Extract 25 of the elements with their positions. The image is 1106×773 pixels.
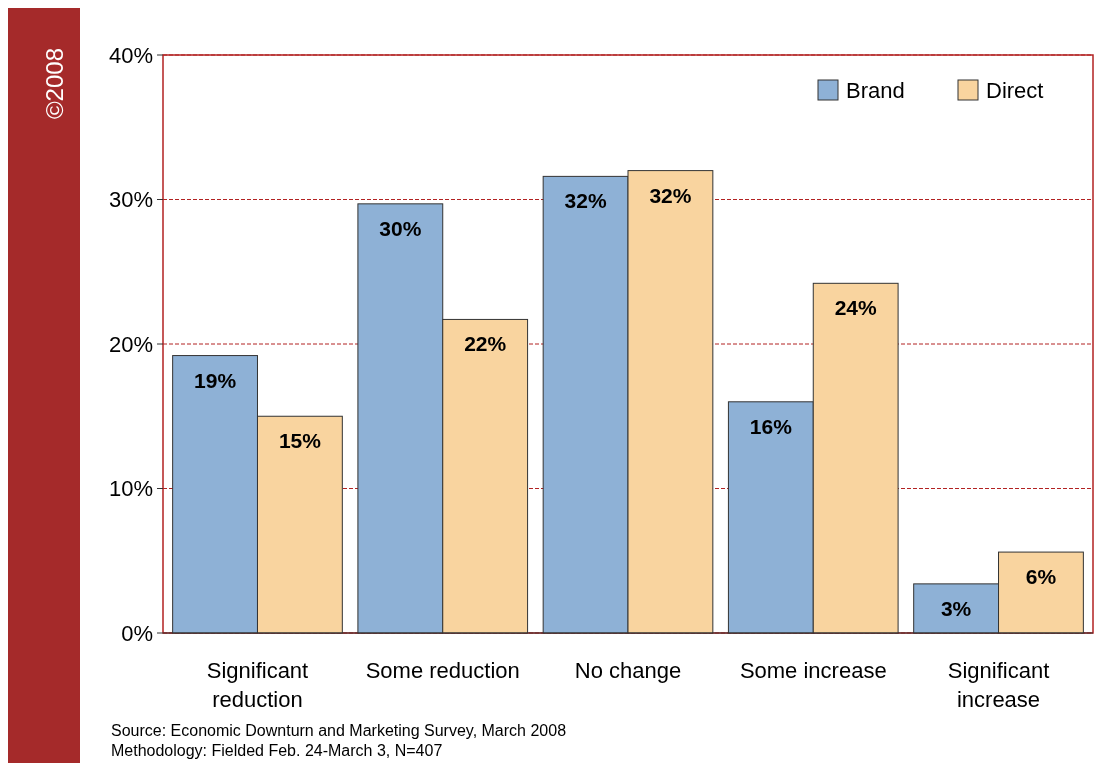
x-tick-label: No change bbox=[574, 658, 682, 683]
y-tick-label: 0% bbox=[121, 620, 153, 646]
source-note: Source: Economic Downturn and Marketing Survey, March 2008 bbox=[111, 722, 567, 739]
data-label: 24% bbox=[834, 296, 878, 320]
data-label: 6% bbox=[1025, 565, 1057, 589]
x-tick-label: Significant increase bbox=[947, 658, 1050, 712]
data-label: 19% bbox=[194, 368, 237, 392]
data-label: 15% bbox=[278, 429, 322, 453]
data-label: 32% bbox=[649, 183, 692, 207]
legend-label: Direct bbox=[986, 77, 1044, 103]
x-tick-label: Significant reduction bbox=[206, 658, 309, 712]
data-label: 3% bbox=[940, 596, 972, 620]
text: Methodology: Fielded Feb. 24-March 3, N=407 bbox=[111, 742, 443, 759]
data-label: 22% bbox=[464, 332, 507, 356]
y-tick-label: 40% bbox=[108, 42, 153, 68]
y-tick-label: 20% bbox=[108, 331, 153, 357]
text: ©2008 bbox=[41, 48, 68, 120]
x-tick-label: Some reduction bbox=[365, 658, 520, 683]
x-tick-label: Some increase bbox=[739, 658, 887, 683]
data-label: 30% bbox=[379, 216, 422, 240]
legend-label: Brand bbox=[846, 77, 905, 103]
data-label: 32% bbox=[564, 189, 607, 213]
y-tick-label: 30% bbox=[108, 187, 153, 213]
y-tick-label: 10% bbox=[108, 476, 153, 502]
data-label: 16% bbox=[749, 414, 793, 438]
